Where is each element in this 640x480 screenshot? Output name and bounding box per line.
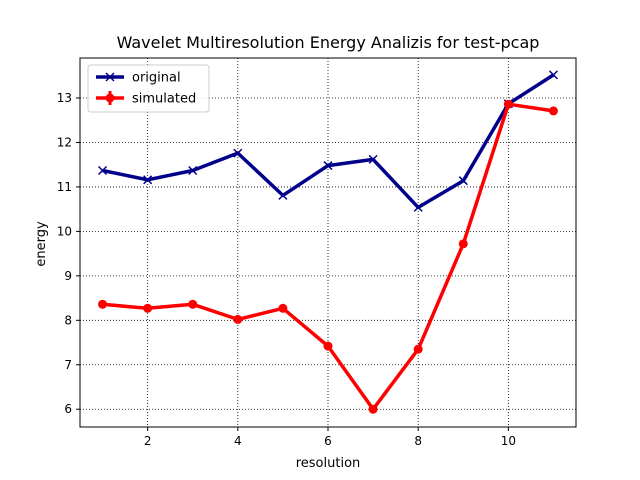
simulated-point — [278, 303, 288, 313]
marker-stroke — [458, 176, 468, 186]
x-tick-label: 6 — [324, 434, 332, 448]
marker-stroke — [143, 175, 153, 185]
x-tick-label: 4 — [234, 434, 242, 448]
legend-item-original: original — [96, 71, 181, 86]
simulated-point — [188, 299, 198, 309]
y-axis-label: energy — [34, 221, 49, 267]
original-point — [323, 161, 333, 171]
original-point — [188, 165, 198, 176]
marker-stroke — [278, 190, 288, 200]
original-point — [548, 70, 558, 80]
simulated-point — [548, 106, 558, 116]
y-tick-label: 12 — [57, 135, 72, 149]
series-simulated — [98, 99, 558, 414]
simulated-point — [503, 99, 513, 109]
legend-item-simulated: simulated — [96, 91, 196, 107]
marker-stroke — [368, 154, 378, 164]
legend: original simulated — [87, 64, 210, 113]
marker-stroke — [413, 202, 423, 212]
legend-label: simulated — [132, 92, 196, 107]
legend-marker — [105, 72, 115, 82]
original-point — [143, 175, 153, 185]
simulated-point — [458, 239, 468, 249]
original-point — [368, 154, 378, 164]
marker-stroke — [188, 165, 198, 176]
marker-stroke — [548, 70, 558, 80]
x-tick-label: 8 — [414, 434, 422, 448]
y-tick-label: 13 — [57, 91, 72, 105]
legend-label: original — [132, 71, 181, 86]
simulated-point — [413, 344, 423, 354]
simulated-point — [323, 341, 333, 351]
marker-stroke — [233, 148, 243, 158]
marker-stroke — [323, 161, 333, 171]
original-point — [278, 190, 288, 200]
simulated-point — [233, 314, 243, 324]
y-tick-label: 9 — [64, 269, 72, 283]
y-tick-label: 10 — [57, 224, 72, 238]
original-point — [458, 176, 468, 186]
plot-series — [98, 70, 558, 414]
original-point — [98, 165, 108, 176]
simulated-point — [368, 404, 378, 414]
y-tick-label: 11 — [57, 180, 72, 194]
simulated-point — [143, 303, 153, 313]
x-tick-label: 10 — [501, 434, 516, 448]
y-tick-label: 7 — [64, 358, 72, 372]
original-point — [233, 148, 243, 158]
marker-stroke — [98, 165, 108, 176]
y-tick-label: 8 — [64, 313, 72, 327]
marker-stroke — [105, 72, 115, 82]
original-point — [413, 202, 423, 212]
x-tick-label: 2 — [144, 434, 152, 448]
chart-title: Wavelet Multiresolution Energy Analizis … — [117, 33, 540, 52]
x-axis-label: resolution — [296, 456, 361, 471]
simulated-point — [98, 299, 108, 309]
y-tick-label: 6 — [64, 402, 72, 416]
axis-ticks: 2 4 6 8 10 6 7 8 9 10 11 12 13 — [57, 91, 516, 448]
